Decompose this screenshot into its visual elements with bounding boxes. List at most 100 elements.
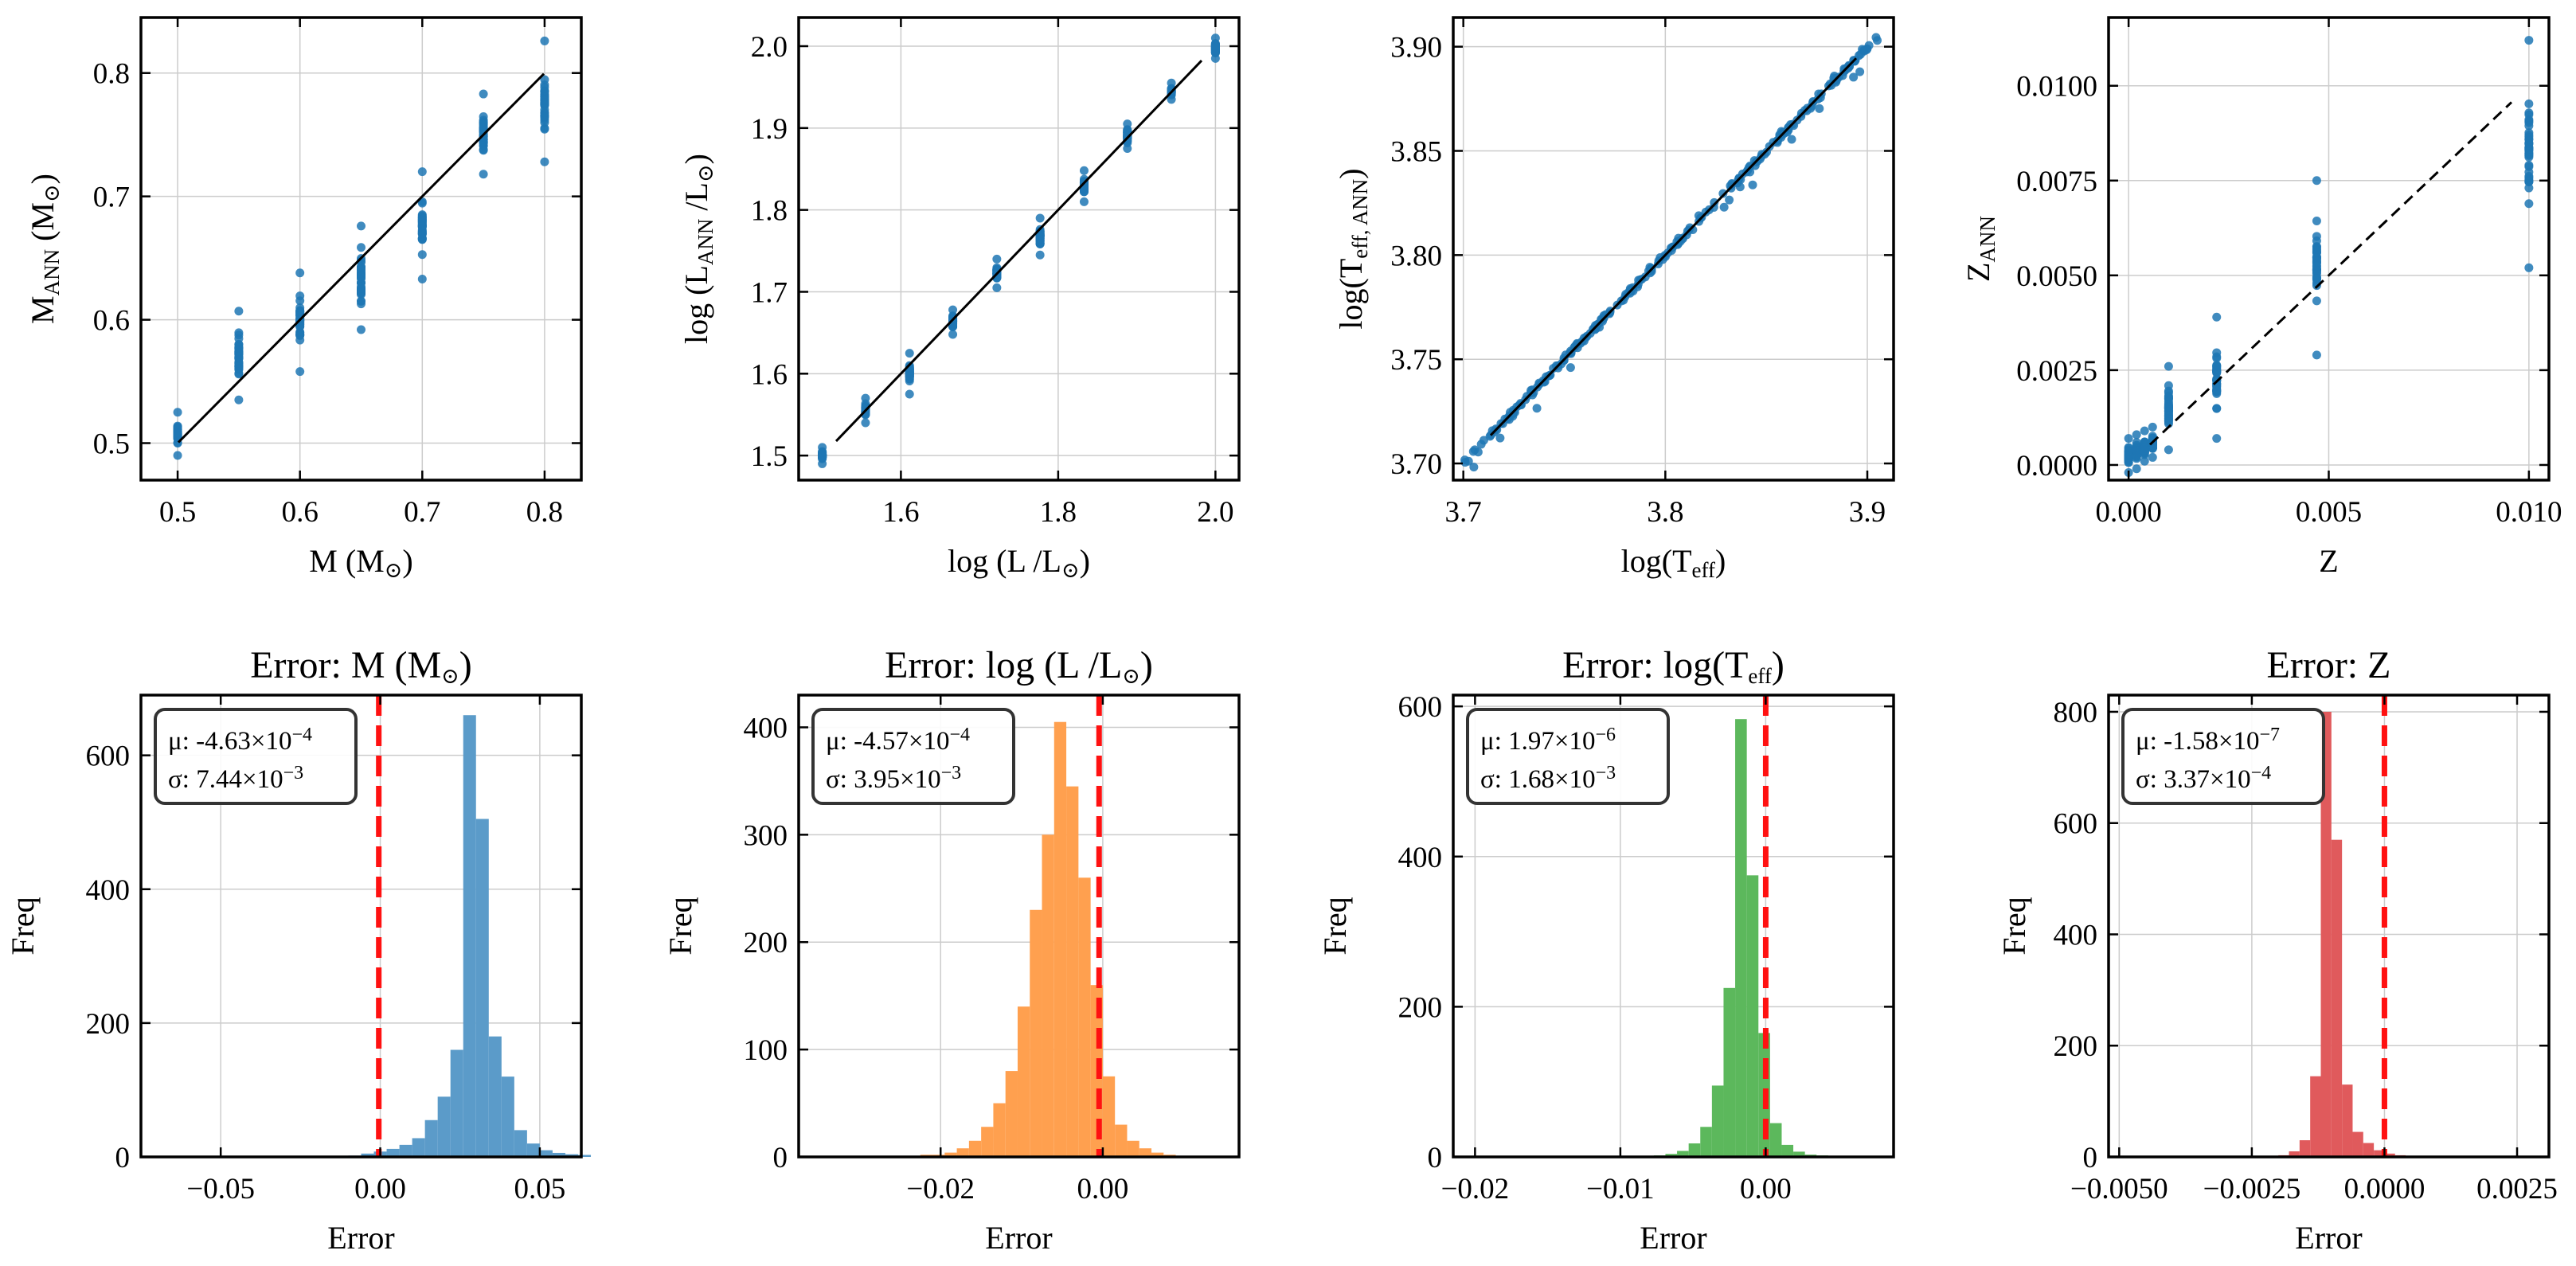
y-tick-label: 0.7 (93, 182, 130, 214)
scatter-point (1675, 236, 1685, 246)
scatter_Z-panel: 0.000 0.005 0.010 0.0000 0.0025 0.0050 0.0075 0… (1960, 16, 2562, 579)
scatter-point (417, 167, 427, 177)
histogram-bar (463, 715, 476, 1157)
scatter-point (1534, 378, 1544, 388)
y-tick-label: 2.0 (751, 31, 788, 64)
x-axis-label: Error (1640, 1220, 1706, 1256)
scatter-point (479, 123, 488, 133)
scatter-point (173, 451, 182, 460)
scatter-point (1748, 180, 1757, 190)
y-tick-label: 200 (2054, 1030, 2098, 1063)
y-axis-label: MANN (M⊙) (25, 174, 64, 324)
y-tick-label: 200 (1398, 991, 1443, 1024)
scatter-point (2212, 312, 2222, 322)
scatter-point (2524, 263, 2534, 272)
y-axis-label: Freq (1996, 897, 2032, 955)
scatter-point (2312, 296, 2321, 306)
scatter-point (861, 418, 870, 428)
stats-box (2121, 708, 2325, 805)
scatter-point (2312, 216, 2321, 225)
y-tick-label: 3.85 (1390, 135, 1442, 168)
histogram-bar (1017, 1006, 1030, 1157)
histogram-bar (2299, 1140, 2311, 1157)
scatter-point (357, 221, 365, 231)
scatter-point (479, 89, 488, 99)
y-tick-label: 600 (86, 740, 131, 773)
scatter-point (2164, 417, 2173, 427)
scatter-point (357, 325, 365, 334)
scatter-point (2140, 456, 2149, 466)
sigma-stat: σ: 3.37×10−4 (2136, 763, 2271, 794)
mean-stat: μ: -1.58×10−7 (2136, 725, 2280, 756)
scatter-point (2148, 452, 2157, 462)
x-tick-label: 1.8 (1040, 496, 1077, 529)
scatter-point (1079, 197, 1089, 206)
x-tick-label: −0.02 (906, 1173, 975, 1205)
scatter-point (234, 343, 244, 353)
scatter-point (948, 330, 958, 339)
histogram-bar (2331, 839, 2343, 1157)
scatter-point (2212, 434, 2222, 443)
scatter-point (234, 354, 244, 363)
scatter-point (2312, 244, 2321, 253)
x-axis-label: M (M⊙) (309, 543, 412, 582)
histogram-bar (1115, 1124, 1128, 1157)
x-tick-label: 0.00 (1740, 1173, 1792, 1205)
panel-title: Error: log(Teff) (1562, 644, 1784, 688)
histogram-bar (1711, 1085, 1724, 1157)
histogram-bar (2289, 1151, 2300, 1157)
scatter-point (948, 317, 958, 326)
histogram-bar (526, 1143, 540, 1157)
scatter-point (2524, 150, 2534, 160)
scatter-point (1495, 433, 1505, 443)
histogram-bar (944, 1152, 957, 1157)
x-tick-label: 3.8 (1647, 496, 1683, 529)
reference-line (1489, 57, 1858, 436)
histogram-bar (1677, 1151, 1689, 1157)
histogram-bar (1769, 1123, 1782, 1157)
histogram-bar (1793, 1151, 1805, 1157)
y-tick-label: 400 (744, 712, 788, 744)
histogram-bars (2267, 711, 2417, 1157)
x-tick-label: 0.5 (159, 496, 196, 529)
scatter-point (173, 408, 182, 417)
scatter-point (1079, 166, 1089, 175)
scatter-point (417, 198, 427, 208)
histogram-bar (2374, 1150, 2385, 1157)
scatter-point (1549, 364, 1558, 373)
y-tick-label: 600 (1398, 691, 1443, 724)
scatter-point (2132, 438, 2141, 447)
scatter-point (2524, 99, 2534, 108)
x-axis-label: Z (2319, 543, 2338, 579)
x-tick-label: 3.9 (1849, 496, 1886, 529)
histogram-bar (424, 1119, 438, 1157)
scatter-point (234, 334, 244, 343)
scatter-point (417, 274, 427, 283)
axes-frame (1452, 16, 1895, 482)
scatter-point (2140, 443, 2149, 452)
scatter-point (2124, 434, 2133, 443)
scatter-point (1855, 67, 1865, 76)
x-tick-label: −0.05 (186, 1173, 255, 1205)
panel-title: Error: M (M⊙) (250, 644, 472, 688)
scatter-point (2312, 236, 2321, 245)
histogram-bar (361, 1153, 374, 1157)
histogram-bar (2352, 1131, 2363, 1157)
y-tick-label: 0 (115, 1142, 131, 1174)
histogram-bar (501, 1076, 514, 1157)
scatter-point (540, 157, 549, 166)
axes-frame (2107, 694, 2551, 1159)
scatter-point (1849, 72, 1859, 82)
scatter-point (1871, 33, 1881, 42)
scatter-point (1725, 195, 1734, 205)
scatter_T-panel: 3.7 3.8 3.9 3.70 3.75 3.80 3.85 3.90 log(Teff) lo… (1333, 16, 1895, 582)
histogram-bar (1665, 1154, 1678, 1157)
x-axis-label: Error (985, 1220, 1052, 1256)
x-tick-label: 1.6 (882, 496, 919, 529)
y-tick-label: 200 (744, 927, 788, 959)
y-tick-label: 0.0000 (2016, 450, 2097, 483)
scatter-point (1566, 363, 1575, 373)
scatter-point (540, 75, 549, 84)
y-tick-label: 0 (2083, 1142, 2098, 1174)
